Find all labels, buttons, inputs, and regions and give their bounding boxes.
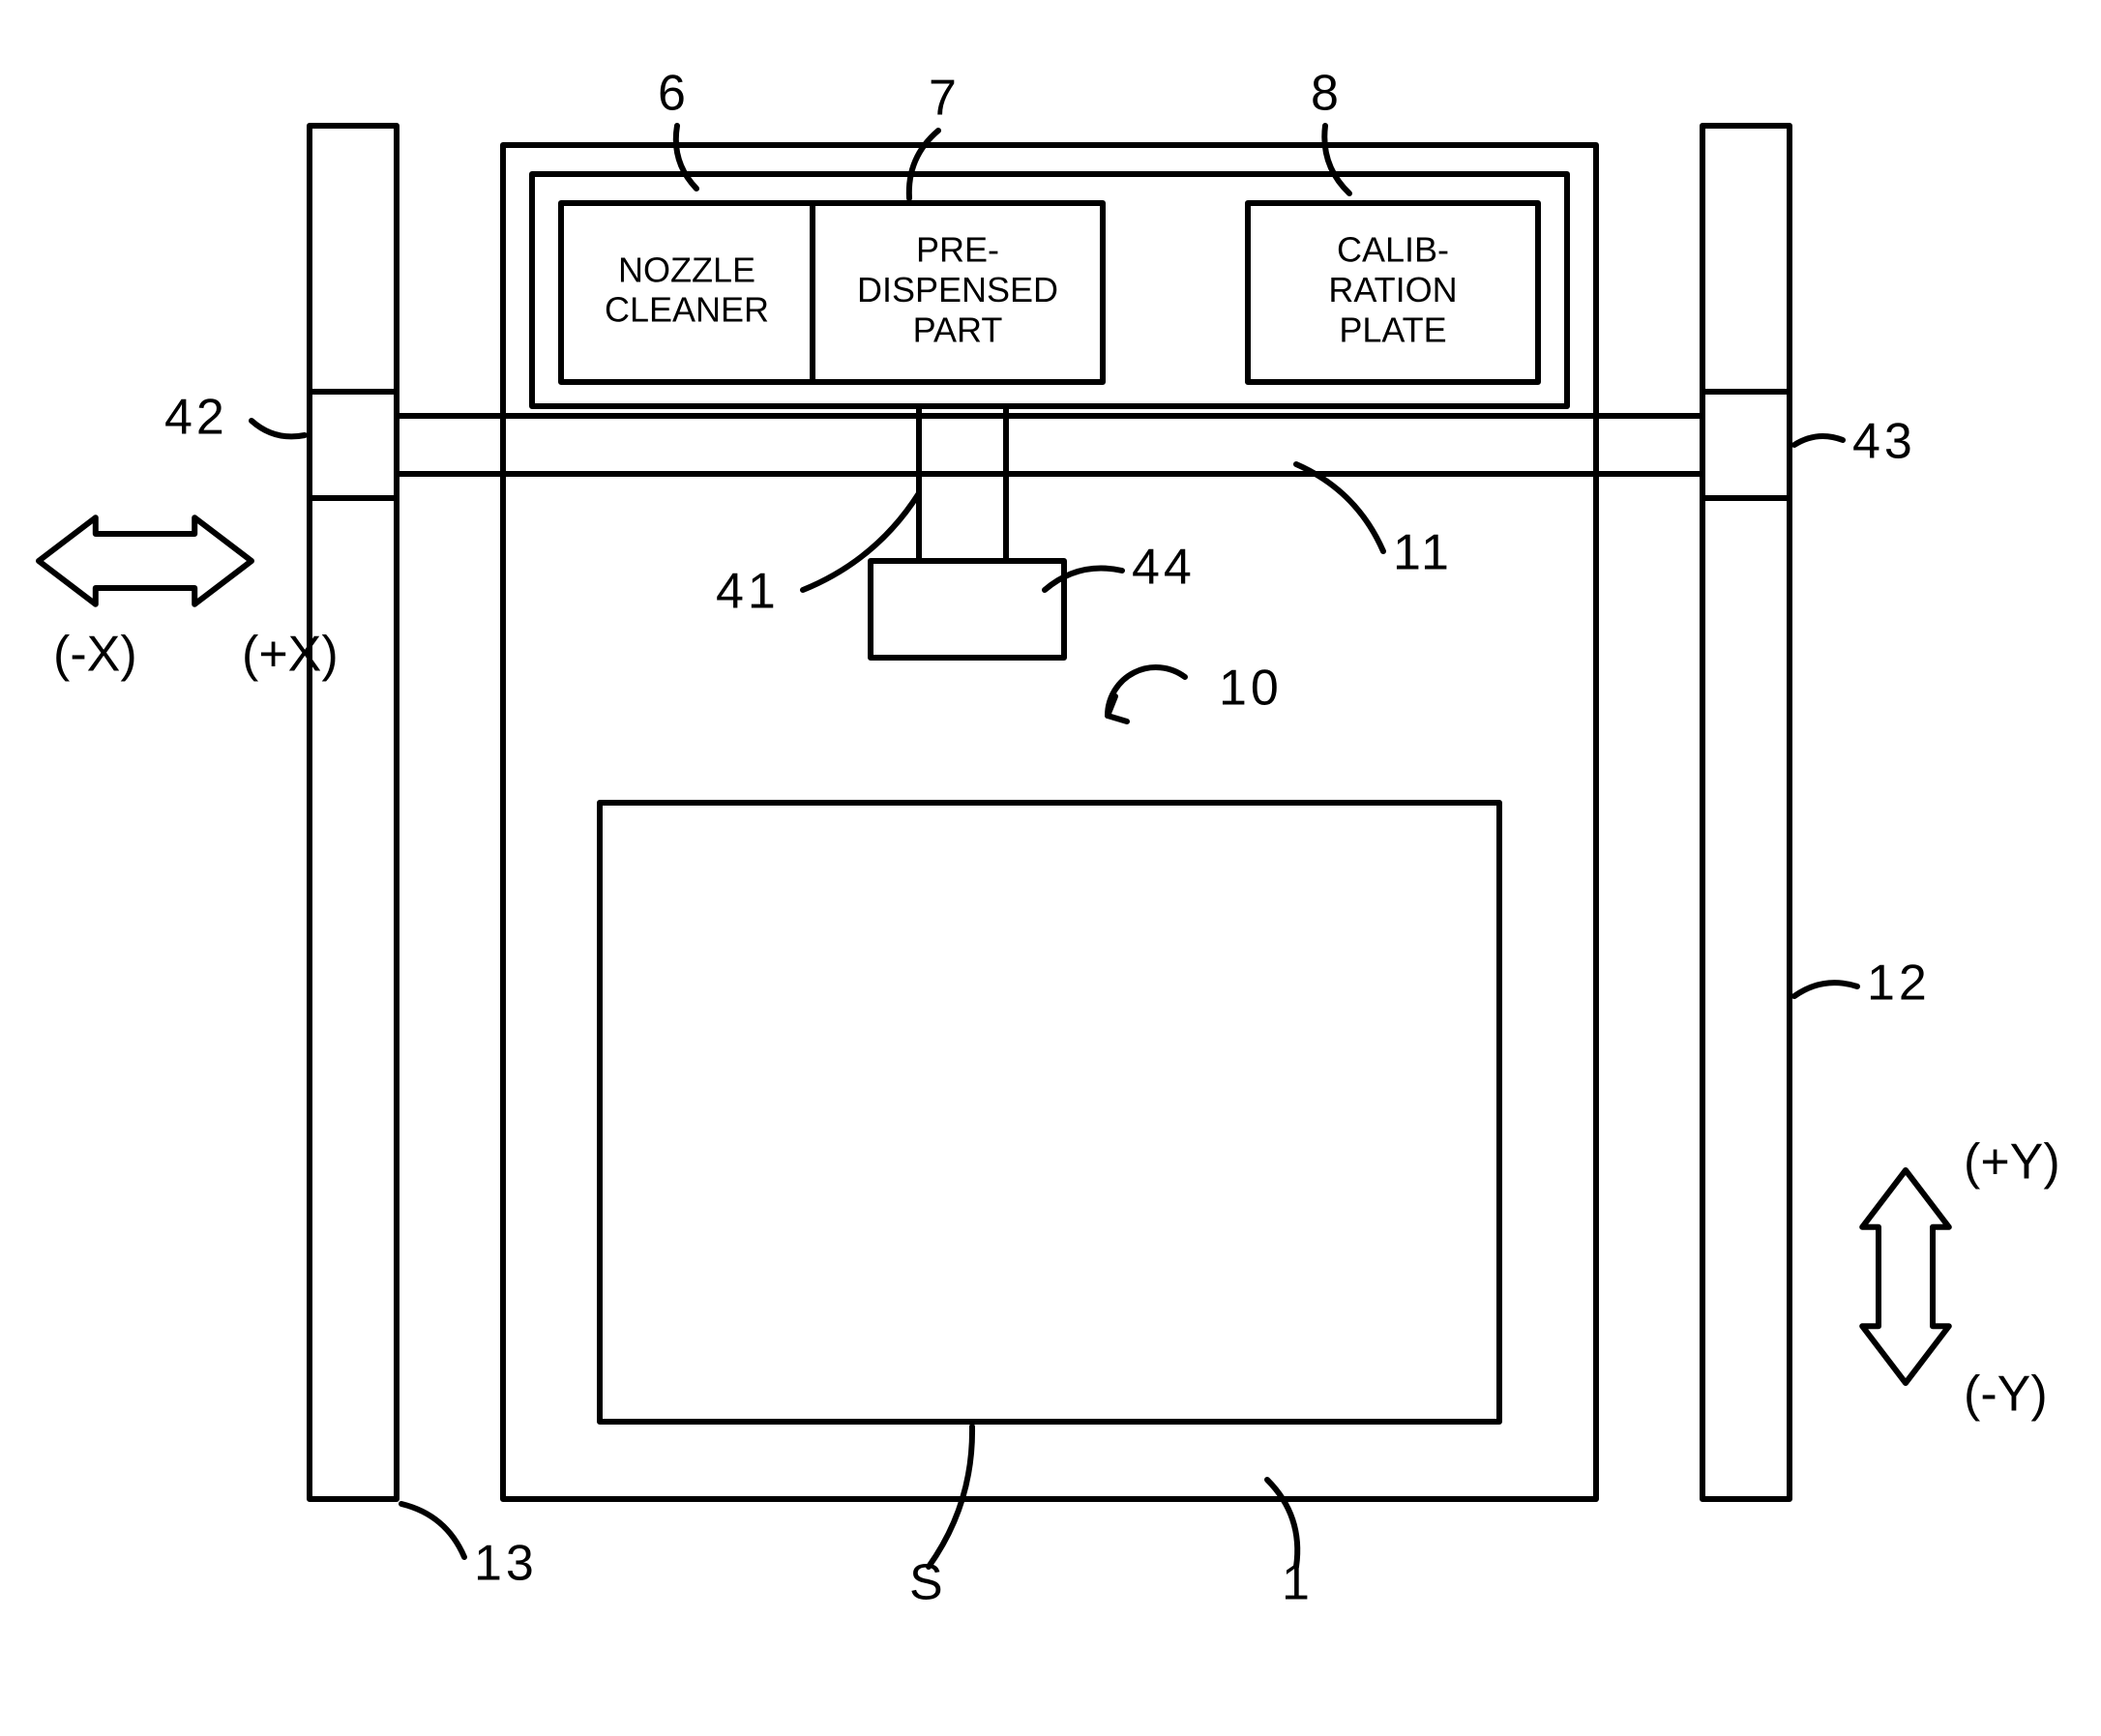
ref-l13-leader xyxy=(401,1504,464,1557)
ref-l8-leader xyxy=(1324,126,1349,193)
ref-l42-label: 42 xyxy=(164,390,228,446)
ref-l6-label: 6 xyxy=(658,66,690,122)
ref-l42-leader xyxy=(252,421,305,436)
y-pos-label: (+Y) xyxy=(1964,1134,2060,1191)
x-axis-arrow xyxy=(39,517,252,604)
ref-l41-leader xyxy=(803,493,919,590)
ref-l1-label: 1 xyxy=(1282,1555,1314,1611)
x-neg-label: (-X) xyxy=(53,627,137,683)
rail-left xyxy=(310,126,397,1499)
ref-l7-label: 7 xyxy=(929,71,961,127)
slider-left xyxy=(310,392,397,498)
calibration-plate-box-label-2: PLATE xyxy=(1339,309,1446,349)
beam xyxy=(397,416,1702,474)
calibration-plate-box-label-1: RATION xyxy=(1328,270,1457,309)
ref-l6-leader xyxy=(676,126,696,189)
y-neg-label: (-Y) xyxy=(1964,1367,2048,1423)
ref-l44-leader xyxy=(1045,569,1122,591)
ref-10-label: 10 xyxy=(1219,661,1283,717)
predispensed-part-box-label-1: DISPENSED xyxy=(857,270,1058,309)
head-stem xyxy=(919,406,1006,561)
ref-l7-leader xyxy=(909,131,938,198)
ref-l13-label: 13 xyxy=(474,1536,538,1592)
calibration-plate-box-label-0: CALIB- xyxy=(1337,230,1449,270)
ref-10-arc xyxy=(1108,667,1185,716)
y-axis-arrow xyxy=(1862,1170,1949,1383)
ref-l43-leader xyxy=(1794,436,1843,445)
ref-l12-leader xyxy=(1794,983,1857,996)
ref-l12-label: 12 xyxy=(1867,956,1931,1012)
ref-l44-label: 44 xyxy=(1132,540,1196,596)
ref-l11-label: 11 xyxy=(1393,525,1453,581)
ref-l8-label: 8 xyxy=(1311,66,1343,122)
head xyxy=(871,561,1064,658)
ref-lS-label: S xyxy=(909,1555,947,1611)
ref-l43-label: 43 xyxy=(1852,414,1916,470)
x-pos-label: (+X) xyxy=(242,627,339,683)
ref-l41-label: 41 xyxy=(716,564,780,620)
nozzle-cleaner-box-label-1: CLEANER xyxy=(605,290,769,330)
ref-l11-leader xyxy=(1296,464,1383,551)
slider-right xyxy=(1702,392,1790,498)
substrate xyxy=(600,803,1499,1422)
rail-right xyxy=(1702,126,1790,1499)
nozzle-cleaner-box-label-0: NOZZLE xyxy=(618,250,755,289)
predispensed-part-box-label-0: PRE- xyxy=(916,230,999,270)
ref-l1-leader xyxy=(1267,1480,1297,1567)
predispensed-part-box-label-2: PART xyxy=(913,309,1003,349)
